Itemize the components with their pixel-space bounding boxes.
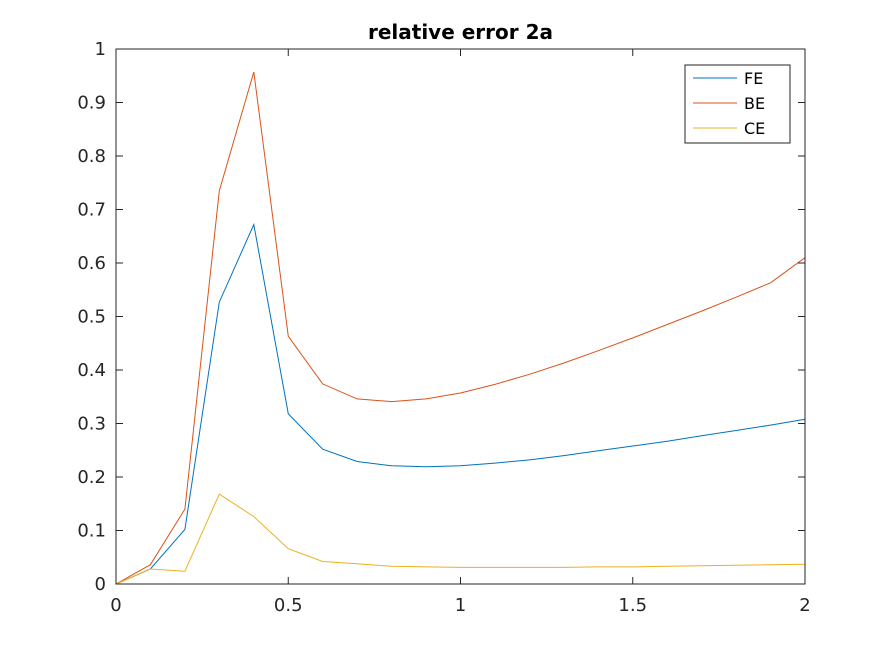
y-tick-label: 0.6 — [77, 253, 106, 274]
y-tick-label: 1 — [95, 39, 106, 60]
y-tick-label: 0.1 — [77, 521, 106, 542]
x-tick-label: 1 — [455, 595, 466, 616]
legend-box — [684, 64, 791, 144]
x-tick-label: 2 — [799, 595, 810, 616]
series-line-be — [115, 71, 806, 585]
y-tick-label: 0.2 — [77, 467, 106, 488]
x-tick-label: 0.5 — [274, 595, 303, 616]
legend-label-ce: CE — [744, 119, 765, 138]
legend-label-be: BE — [744, 94, 765, 113]
legend: FE BE CE — [684, 64, 791, 144]
y-tick-label: 0.4 — [77, 360, 106, 381]
chart-title: relative error 2a — [368, 20, 553, 44]
x-tick-label: 1.5 — [618, 595, 647, 616]
y-tick-label: 0.8 — [77, 146, 106, 167]
series-layer — [115, 71, 806, 585]
x-tick-label: 0 — [110, 595, 121, 616]
y-tick-label: 0.3 — [77, 414, 106, 435]
series-line-ce — [115, 493, 806, 585]
series-line-fe — [115, 222, 806, 585]
axes-layer: 0 0.5 1 1.5 2 0 0.1 0.2 0.3 0.4 0.5 0.6 0.7 0.8 0.9 1 — [77, 39, 810, 616]
y-tick-label: 0.9 — [77, 93, 106, 114]
y-tick-label: 0 — [95, 574, 106, 595]
y-tick-label: 0.7 — [77, 200, 106, 221]
y-tick-label: 0.5 — [77, 307, 106, 328]
legend-label-fe: FE — [744, 69, 763, 88]
